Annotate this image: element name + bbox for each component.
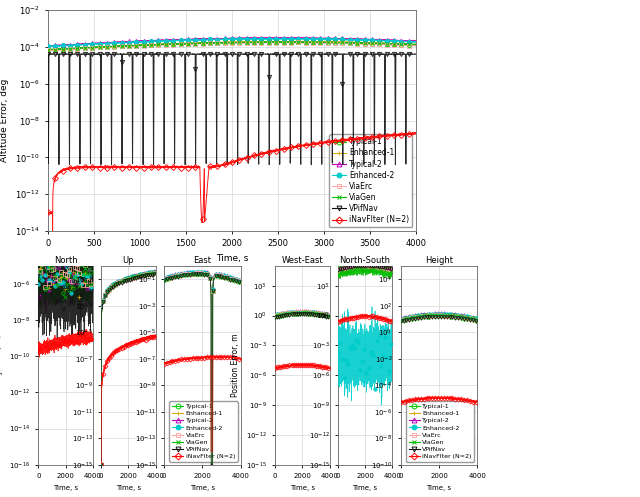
X-axis label: Time, s: Time, s (426, 485, 452, 491)
Title: North-South: North-South (340, 256, 390, 265)
Legend: Typical-1, Enhanced-1, Typical-2, Enhanced-2, ViaErc, ViaGen, VPifNav, iNavFIter: Typical-1, Enhanced-1, Typical-2, Enhanc… (329, 134, 412, 227)
Y-axis label: Position Error, m: Position Error, m (232, 333, 241, 397)
X-axis label: Time, s: Time, s (290, 485, 315, 491)
X-axis label: Time, s: Time, s (189, 485, 215, 491)
Title: East: East (193, 256, 211, 265)
Y-axis label: Velocity Error, m/s: Velocity Error, m/s (0, 330, 3, 401)
X-axis label: Time, s: Time, s (353, 485, 378, 491)
Legend: Typical-1, Enhanced-1, Typical-2, Enhanced-2, ViaErc, ViaGen, VPifNav, iNavFIter: Typical-1, Enhanced-1, Typical-2, Enhanc… (170, 401, 237, 462)
Title: Height: Height (425, 256, 453, 265)
X-axis label: Time, s: Time, s (116, 485, 141, 491)
Title: North: North (54, 256, 77, 265)
Title: West-East: West-East (282, 256, 323, 265)
X-axis label: Time, s: Time, s (53, 485, 78, 491)
Title: Up: Up (123, 256, 134, 265)
X-axis label: Time, s: Time, s (216, 254, 248, 263)
Y-axis label: Altitude Error, deg: Altitude Error, deg (0, 79, 10, 162)
Legend: Typical-1, Enhanced-1, Typical-2, Enhanced-2, ViaErc, ViaGen, VPifNav, iNavFIter: Typical-1, Enhanced-1, Typical-2, Enhanc… (406, 401, 474, 462)
